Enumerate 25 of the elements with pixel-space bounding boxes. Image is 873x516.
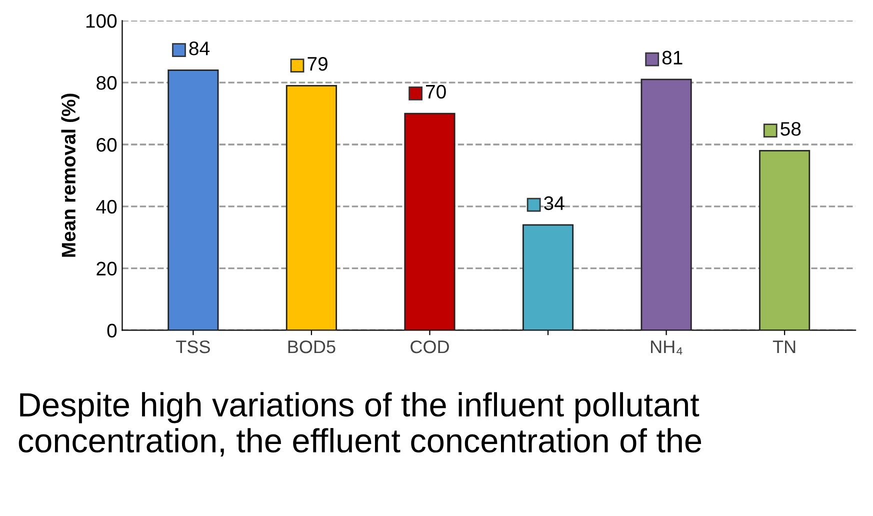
- data-label: 58: [780, 122, 801, 136]
- x-tick-label: NH₄: [651, 340, 682, 355]
- x-tick-label: BOD5: [288, 340, 336, 354]
- data-label: 70: [426, 84, 446, 99]
- bar: [759, 150, 810, 330]
- y-tick-label: 20: [96, 262, 117, 276]
- data-label: 84: [189, 42, 210, 56]
- bar: [286, 84, 337, 330]
- data-label: 81: [662, 50, 682, 65]
- bar: [522, 224, 574, 330]
- x-tick-label: TSS: [176, 340, 210, 354]
- y-tick-label: 0: [107, 324, 117, 338]
- y-tick-label: 40: [96, 200, 117, 214]
- text: Despite high variations of the influent pollutant concentration, the effluent concentration of the: [18, 392, 702, 456]
- y-axis-title: Mean removal (%): [61, 94, 80, 257]
- bar: [404, 112, 456, 330]
- data-label: 34: [544, 196, 564, 210]
- data-label: 79: [308, 56, 328, 71]
- bar: [168, 69, 219, 330]
- y-tick-label: 60: [96, 138, 117, 152]
- y-tick-label: 80: [96, 76, 117, 90]
- x-tick-label: COD: [410, 340, 449, 354]
- x-tick-label: TN: [772, 340, 796, 354]
- bar: [640, 78, 692, 330]
- y-tick-label: 100: [86, 14, 117, 28]
